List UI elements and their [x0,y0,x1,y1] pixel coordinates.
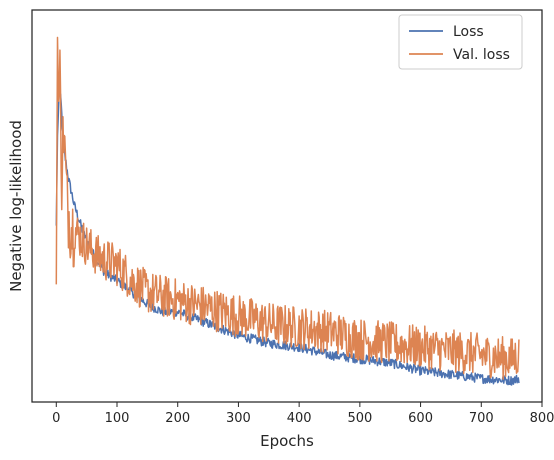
x-tick-label-500: 500 [347,411,372,426]
x-tick-label-100: 100 [105,411,130,426]
x-tick-label-0: 0 [52,411,60,426]
x-axis-ticks: 0 100 200 300 400 500 600 700 800 [52,402,554,426]
x-axis-title: Epochs [260,432,314,450]
legend-label-loss: Loss [453,24,484,40]
y-axis-title: Negative log-likelihood [7,120,25,292]
legend: Loss Val. loss [398,14,523,70]
x-tick-label-600: 600 [408,411,433,426]
series-line-loss [55,89,520,386]
series-line-val-loss [55,36,520,380]
x-tick-label-700: 700 [469,411,494,426]
x-tick-label-200: 200 [165,411,190,426]
x-tick-label-800: 800 [530,411,554,426]
plot-frame [31,9,543,403]
series-layer [55,36,520,386]
x-tick-label-300: 300 [226,411,251,426]
x-tick-label-400: 400 [287,411,312,426]
legend-box [398,14,523,70]
legend-label-val-loss: Val. loss [453,47,510,63]
